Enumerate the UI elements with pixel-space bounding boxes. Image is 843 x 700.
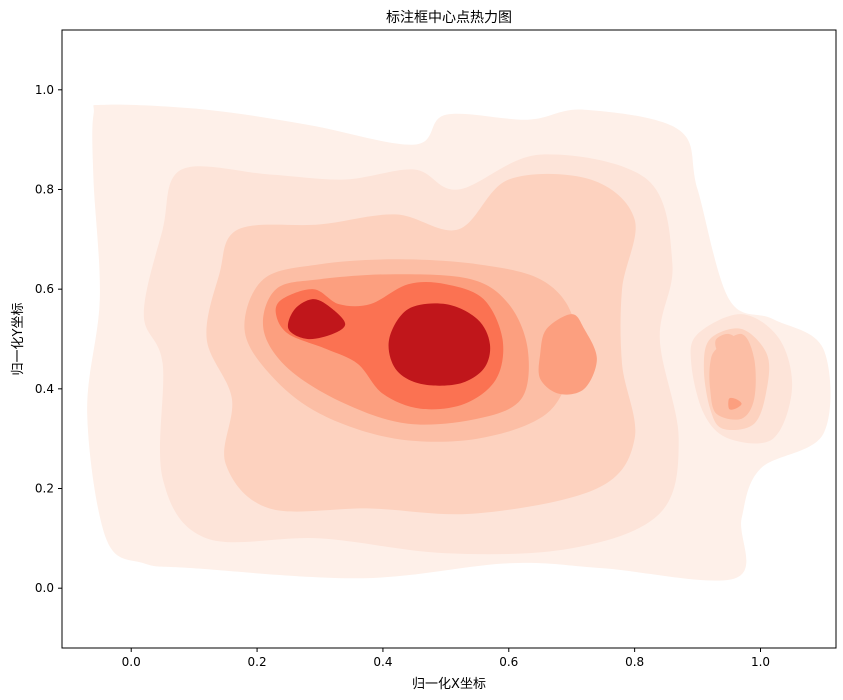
density-level-5-region-13 bbox=[728, 397, 742, 410]
x-tick-label: 0.8 bbox=[625, 655, 644, 669]
y-tick-label: 0.6 bbox=[35, 282, 54, 296]
density-level-5-region-8 bbox=[538, 314, 597, 395]
density-level-7-region-10 bbox=[287, 299, 346, 340]
x-axis: 0.0 0.2 0.4 0.6 0.8 1.0 bbox=[122, 648, 770, 669]
density-contours bbox=[87, 104, 831, 581]
x-tick-label: 0.4 bbox=[373, 655, 392, 669]
y-tick-label: 0.0 bbox=[35, 581, 54, 595]
density-level-4-region-12 bbox=[715, 333, 742, 355]
y-tick-label: 0.8 bbox=[35, 182, 54, 196]
x-axis-title: 归一化X坐标 bbox=[412, 677, 486, 692]
density-level-4-region-6 bbox=[709, 333, 756, 420]
x-tick-label: 1.0 bbox=[751, 655, 770, 669]
chart-title: 标注框中心点热力图 bbox=[386, 10, 512, 26]
y-tick-label: 1.0 bbox=[35, 83, 54, 97]
density-level-7-region-11 bbox=[388, 303, 491, 386]
x-tick-label: 0.2 bbox=[248, 655, 267, 669]
y-tick-label: 0.2 bbox=[35, 482, 54, 496]
x-tick-label: 0.0 bbox=[122, 655, 141, 669]
y-axis-title: 归一化Y坐标 bbox=[11, 303, 26, 376]
y-axis: 0.0 0.2 0.4 0.6 0.8 1.0 bbox=[35, 83, 62, 595]
x-tick-label: 0.6 bbox=[499, 655, 518, 669]
y-tick-label: 0.4 bbox=[35, 382, 54, 396]
plot-frame bbox=[61, 29, 837, 649]
